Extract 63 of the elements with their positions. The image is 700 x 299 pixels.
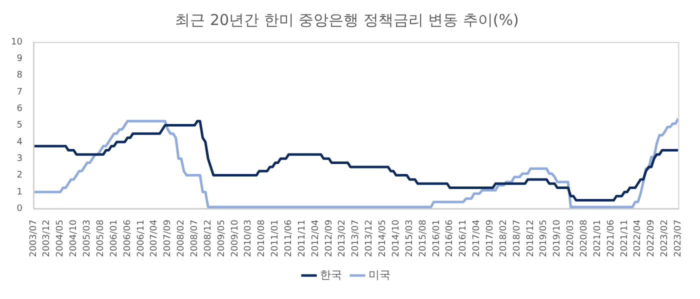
x-tick-label: 2015/03: [404, 220, 415, 257]
x-tick-label: 2012/09: [324, 219, 334, 257]
x-tick-label: 2005/08: [96, 219, 106, 257]
x-tick-label: 2006/06: [122, 219, 133, 257]
y-tick-label: 2: [16, 170, 22, 181]
x-tick-label: 2005/03: [82, 220, 93, 257]
y-tick-label: 6: [16, 104, 23, 114]
x-tick-label: 2020/08: [580, 219, 590, 257]
x-tick-label: 2004/05: [56, 220, 66, 257]
x-tick-label: 2016/01: [432, 220, 442, 257]
x-tick-label: 2011/01: [270, 220, 281, 257]
y-tick-label: 10: [11, 37, 23, 48]
y-tick-label: 3: [16, 154, 22, 164]
y-tick-label: 8: [16, 70, 23, 81]
x-tick-label: 2018/12: [526, 220, 536, 257]
x-tick-label: 2003/07: [28, 220, 39, 257]
x-tick-label: 2019/10: [552, 219, 563, 257]
x-tick-label: 2010/08: [257, 219, 268, 257]
x-tick-label: 2013/07: [351, 220, 362, 257]
x-tick-label: 2011/11: [297, 220, 308, 257]
x-tick-label: 2003/12: [42, 220, 52, 257]
y-tick-label: 1: [16, 187, 22, 198]
y-tick-label: 7: [16, 87, 22, 98]
y-tick-label: 9: [16, 54, 23, 64]
x-tick-label: 2018/07: [512, 220, 522, 257]
x-tick-label: 2021/11: [620, 220, 630, 257]
x-tick-label: 2022/09: [646, 219, 657, 257]
legend-label: 한국: [320, 268, 342, 282]
x-tick-label: 2008/02: [176, 220, 187, 257]
x-tick-label: 2021/01: [592, 220, 603, 257]
x-tick-label: 2011/06: [284, 219, 294, 257]
x-tick-label: 2020/03: [566, 220, 576, 257]
x-tick-label: 2016/06: [445, 219, 456, 257]
x-tick-label: 2023/07: [674, 220, 684, 257]
x-tick-label: 2008/07: [190, 220, 200, 257]
legend-label: 미국: [368, 268, 390, 282]
x-tick-label: 2006/11: [136, 220, 146, 257]
x-tick-label: 2010/03: [244, 220, 254, 257]
x-tick-label: 2023/02: [660, 220, 670, 257]
x-tick-label: 2017/09: [485, 219, 496, 257]
y-tick-label: 0: [16, 204, 23, 214]
x-tick-label: 2009/05: [216, 220, 227, 257]
x-tick-label: 2007/09: [163, 219, 174, 257]
x-tick-label: 2006/01: [109, 220, 120, 257]
x-tick-label: 2012/04: [310, 219, 321, 257]
x-tick-label: 2013/02: [338, 220, 348, 257]
x-tick-label: 2004/10: [69, 219, 80, 257]
x-tick-label: 2013/12: [364, 220, 375, 257]
x-tick-label: 2019/05: [539, 220, 550, 257]
x-tick-label: 2014/05: [378, 220, 388, 257]
x-tick-label: 2009/10: [230, 219, 240, 257]
x-tick-label: 2018/02: [498, 220, 509, 257]
x-tick-label: 2016/11: [458, 220, 469, 257]
y-tick-label: 4: [16, 137, 23, 148]
x-tick-label: 2022/04: [633, 219, 644, 257]
x-tick-label: 2015/08: [418, 219, 428, 257]
x-tick-label: 2008/12: [203, 220, 214, 257]
chart-title: 최근 20년간 한미 중앙은행 정책금리 변동 추이(%): [175, 10, 519, 29]
x-tick-label: 2021/06: [606, 219, 616, 257]
y-tick-label: 5: [16, 120, 22, 131]
x-tick-label: 2014/10: [391, 219, 402, 257]
x-tick-label: 2017/04: [472, 219, 482, 257]
x-tick-label: 2007/04: [150, 219, 160, 257]
